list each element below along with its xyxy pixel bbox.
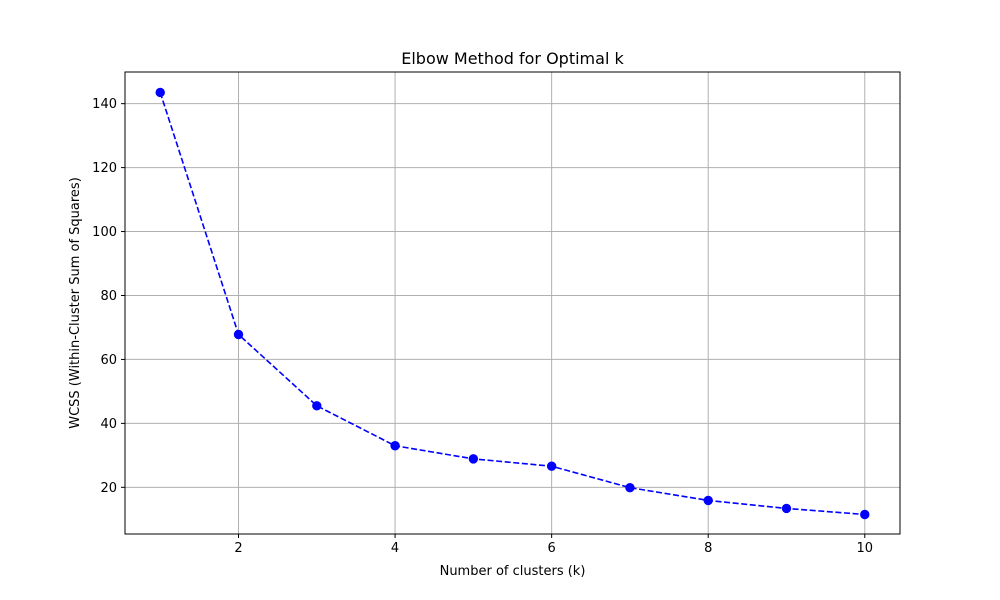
y-tick-label: 40: [100, 417, 117, 432]
x-tick-label: 6: [548, 541, 556, 556]
y-tick-label: 140: [92, 97, 117, 112]
data-point: [468, 454, 479, 464]
y-tick-label: 120: [92, 161, 117, 176]
grid-layer: [125, 72, 900, 534]
data-point: [781, 503, 792, 514]
y-tick-label: 20: [100, 481, 117, 496]
y-axis-label: WCSS (Within-Cluster Sum of Squares): [68, 177, 83, 429]
x-tick-label: 4: [391, 541, 399, 556]
series-layer: [155, 87, 870, 520]
data-point: [703, 495, 713, 506]
series-line: [159, 92, 865, 516]
x-tick-label: 10: [856, 541, 873, 556]
chart-title: Elbow Method for Optimal k: [401, 49, 624, 68]
data-point: [312, 401, 322, 411]
plot-area-frame: [124, 71, 901, 535]
y-tick-label: 100: [92, 225, 117, 240]
y-tick-label: 80: [100, 289, 117, 304]
data-point: [625, 482, 635, 493]
y-tick-label: 60: [100, 353, 117, 368]
x-tick-label: 8: [704, 541, 712, 556]
x-axis-label: Number of clusters (k): [440, 564, 586, 579]
data-point: [233, 329, 244, 340]
data-point: [860, 509, 870, 520]
data-point: [155, 87, 165, 98]
ticks-layer: 2 4 6 8 10 20 40 60 80 100 120 140: [92, 97, 873, 556]
data-point: [546, 461, 557, 471]
x-tick-label: 2: [234, 541, 242, 556]
data-point: [390, 441, 400, 451]
